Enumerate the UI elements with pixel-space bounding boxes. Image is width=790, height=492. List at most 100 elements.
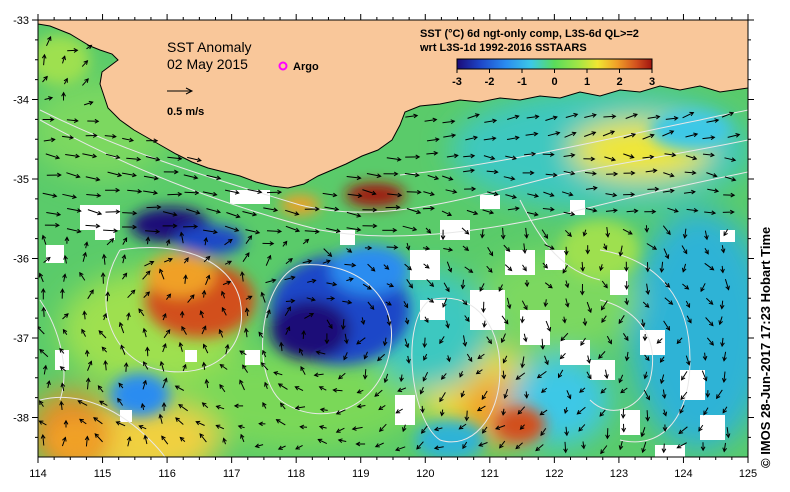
current-arrow-head [47,35,52,41]
current-arrow-head [173,169,179,175]
current-arrow [466,209,478,215]
current-arrow [300,366,306,375]
current-arrow-head [618,251,624,257]
current-arrow-head [216,175,222,181]
current-arrow [319,386,327,391]
current-arrow [121,273,128,280]
current-arrow-head [97,210,103,216]
current-arrow [39,400,44,407]
current-arrow-head [101,253,107,259]
current-arrow-head [72,194,78,199]
current-arrow-head [136,156,142,162]
current-arrow [82,153,97,158]
current-arrow-head [94,118,100,124]
current-arrow-head [168,257,173,263]
current-arrow-head [644,227,650,233]
current-arrow [656,338,663,344]
current-arrow-head [546,326,552,332]
y-tick-label: -36 [13,254,29,266]
current-arrow-head [691,170,697,176]
current-arrow [462,279,464,289]
current-arrow-head [159,268,164,274]
current-arrow-head [698,426,703,432]
current-arrow [338,439,347,442]
current-arrow [239,350,247,356]
current-arrow [85,224,100,227]
current-arrow-head [205,255,211,261]
current-arrow-head [140,402,146,408]
current-arrow [406,242,410,250]
current-arrow-head [563,448,568,454]
current-arrow [60,366,67,372]
current-arrow-head [204,378,210,384]
current-arrow [395,408,403,414]
current-arrow-head [201,402,207,407]
current-arrow-head [393,171,399,177]
current-arrow [184,191,199,194]
current-arrow-head [109,237,115,243]
current-arrow [276,419,286,426]
current-arrow-head [235,213,241,219]
current-arrow-head [84,349,90,355]
current-arrow [641,319,645,327]
current-arrow [662,389,666,399]
current-arrow-head [40,287,46,293]
y-tick-label: -37 [13,333,29,345]
current-arrow-head [319,407,325,413]
current-arrow [727,134,740,138]
current-arrow-head [376,173,382,178]
current-arrow-head [234,227,240,232]
scale-arrow-label: 0.5 m/s [167,106,204,118]
current-arrow [258,332,264,338]
current-arrow-head [633,208,639,214]
current-arrow-head [343,355,348,361]
current-arrow-head [564,431,569,437]
current-arrow [459,423,467,430]
current-arrow-head [586,358,591,364]
current-arrow [386,283,394,287]
current-arrow [62,135,74,139]
current-arrow-head [580,266,585,272]
current-arrow-head [52,193,58,198]
colorbar-tick-label: 2 [616,76,622,88]
current-arrow-head [98,400,104,405]
current-arrow [226,212,240,218]
current-arrow-head [473,135,478,141]
current-arrow-head [240,271,245,276]
current-arrow [506,136,519,140]
current-arrow-head [286,306,291,312]
current-arrow-head [555,131,561,136]
current-arrow-head [372,223,378,229]
current-arrow-head [473,210,479,216]
current-arrow-head [199,310,205,316]
current-arrow [400,374,403,382]
current-arrow [203,344,209,354]
current-arrow [280,342,283,352]
current-arrow-head [705,393,711,398]
current-arrow [606,335,612,344]
current-arrow [446,320,449,328]
current-arrow-head [165,238,171,244]
current-arrow [706,172,717,177]
current-arrow [122,137,134,142]
current-arrow-head [56,211,62,217]
current-arrow [302,260,312,264]
x-tick-label: 121 [481,468,499,480]
current-arrow [425,227,431,234]
current-arrow [87,209,102,215]
colorbar-tick-label: 0 [551,76,557,88]
current-arrow [601,300,608,310]
current-arrow [344,263,356,266]
current-arrow [523,243,526,253]
current-arrow-head [161,402,167,407]
current-arrow [724,278,730,290]
current-arrow [203,256,211,263]
current-arrow-head [332,281,338,287]
current-arrow-head [416,444,421,450]
current-arrow [584,171,596,175]
current-arrow [242,211,257,216]
current-arrow [483,137,496,141]
current-arrow-head [178,403,184,409]
x-tick-label: 123 [610,468,628,480]
current-arrow [463,155,475,158]
